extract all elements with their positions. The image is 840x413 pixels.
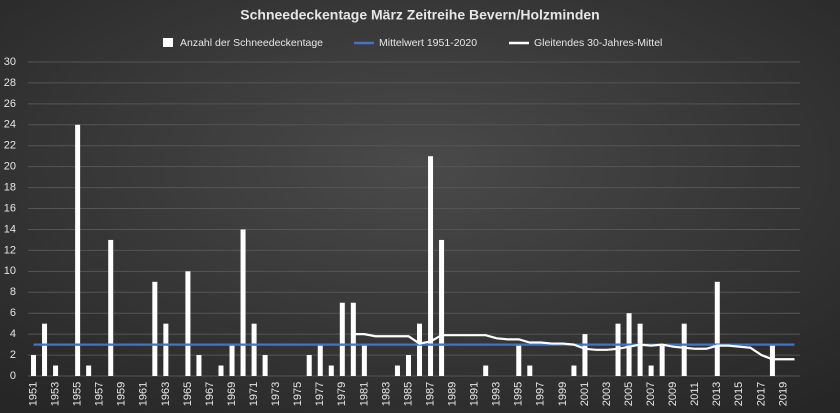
bar [483, 365, 489, 376]
line [353, 333, 795, 361]
y-tick-label: 16 [4, 202, 16, 214]
bar [394, 365, 400, 376]
x-tick-label: 1991 [469, 382, 481, 406]
bar [350, 302, 356, 376]
y-tick-label: 26 [4, 98, 16, 110]
legend-label: Anzahl der Schneedeckentage [180, 37, 323, 49]
legend-swatch [163, 38, 173, 47]
bar [218, 365, 224, 376]
bar [108, 239, 114, 376]
x-tick-label: 1971 [248, 382, 260, 406]
bar [306, 355, 312, 376]
bar [527, 365, 533, 376]
x-tick-label: 1953 [49, 382, 61, 406]
bar [53, 365, 59, 376]
y-tick-label: 0 [10, 370, 16, 382]
bar [659, 344, 665, 376]
bar [648, 365, 654, 376]
x-tick-label: 1959 [116, 382, 128, 406]
x-tick-label: 1999 [557, 382, 569, 406]
bar [428, 156, 434, 376]
bar [714, 281, 720, 376]
x-tick-label: 1973 [270, 382, 282, 406]
x-tick-label: 1955 [72, 382, 84, 406]
x-tick-label: 1985 [402, 382, 414, 406]
legend-label: Gleitendes 30-Jahres-Mittel [534, 37, 662, 49]
bar [405, 355, 411, 376]
x-tick-label: 1965 [182, 382, 194, 406]
x-tick-label: 1957 [94, 382, 106, 406]
bar [516, 344, 522, 376]
bar [571, 365, 577, 376]
bar [339, 302, 345, 376]
y-tick-label: 20 [4, 161, 16, 173]
x-tick-label: 2017 [755, 382, 767, 406]
x-tick-label: 2003 [601, 382, 613, 406]
bar [681, 323, 687, 376]
bar [251, 323, 257, 376]
x-tick-label: 1969 [226, 382, 238, 406]
legend-label: Mittelwert 1951-2020 [379, 37, 477, 49]
bar [185, 271, 191, 376]
x-tick-label: 1981 [358, 382, 370, 406]
bar [262, 355, 268, 376]
x-tick-label: 2013 [711, 382, 723, 406]
bar [240, 229, 246, 376]
x-tick-label: 1967 [204, 382, 216, 406]
x-tick-label: 1989 [447, 382, 459, 406]
y-tick-label: 2 [10, 349, 16, 361]
x-tick-label: 1993 [491, 382, 503, 406]
bar [152, 281, 158, 376]
x-tick-label: 1997 [535, 382, 547, 406]
bar [86, 365, 92, 376]
y-tick-label: 8 [10, 286, 16, 298]
y-tick-label: 28 [4, 77, 16, 89]
bar [75, 124, 81, 376]
bar [42, 323, 48, 376]
x-tick-label: 1987 [424, 382, 436, 406]
y-tick-label: 6 [10, 307, 16, 319]
bar [229, 344, 235, 376]
x-tick-label: 1951 [27, 382, 39, 406]
bar [317, 344, 323, 376]
x-tick-label: 2005 [623, 382, 635, 406]
y-tick-label: 12 [4, 244, 16, 256]
bar [163, 323, 169, 376]
y-tick-label: 18 [4, 182, 16, 194]
x-tick-label: 2011 [689, 382, 701, 406]
x-tick-label: 2009 [667, 382, 679, 406]
x-tick-label: 2007 [645, 382, 657, 406]
bar [361, 344, 367, 376]
x-tick-label: 2001 [579, 382, 591, 406]
x-tick-label: 1979 [336, 382, 348, 406]
bar [417, 323, 423, 376]
bar [439, 239, 445, 376]
x-tick-label: 1961 [138, 382, 150, 406]
x-tick-label: 2015 [733, 382, 745, 406]
y-tick-label: 30 [4, 56, 16, 68]
x-tick-label: 1983 [380, 382, 392, 406]
bar [637, 323, 643, 376]
x-tick-label: 1963 [160, 382, 172, 406]
bar [196, 355, 202, 376]
y-tick-label: 24 [4, 119, 16, 131]
chart-title: Schneedeckentage März Zeitreihe Bevern/H… [240, 7, 599, 23]
x-tick-label: 1995 [513, 382, 525, 406]
bar [328, 365, 334, 376]
y-tick-label: 10 [4, 265, 16, 277]
y-tick-label: 14 [4, 223, 16, 235]
y-tick-label: 4 [10, 328, 16, 340]
x-tick-label: 2019 [777, 382, 789, 406]
bar [31, 355, 37, 376]
x-tick-label: 1977 [314, 382, 326, 406]
y-tick-label: 22 [4, 140, 16, 152]
x-tick-label: 1975 [292, 382, 304, 406]
bar [582, 334, 588, 376]
